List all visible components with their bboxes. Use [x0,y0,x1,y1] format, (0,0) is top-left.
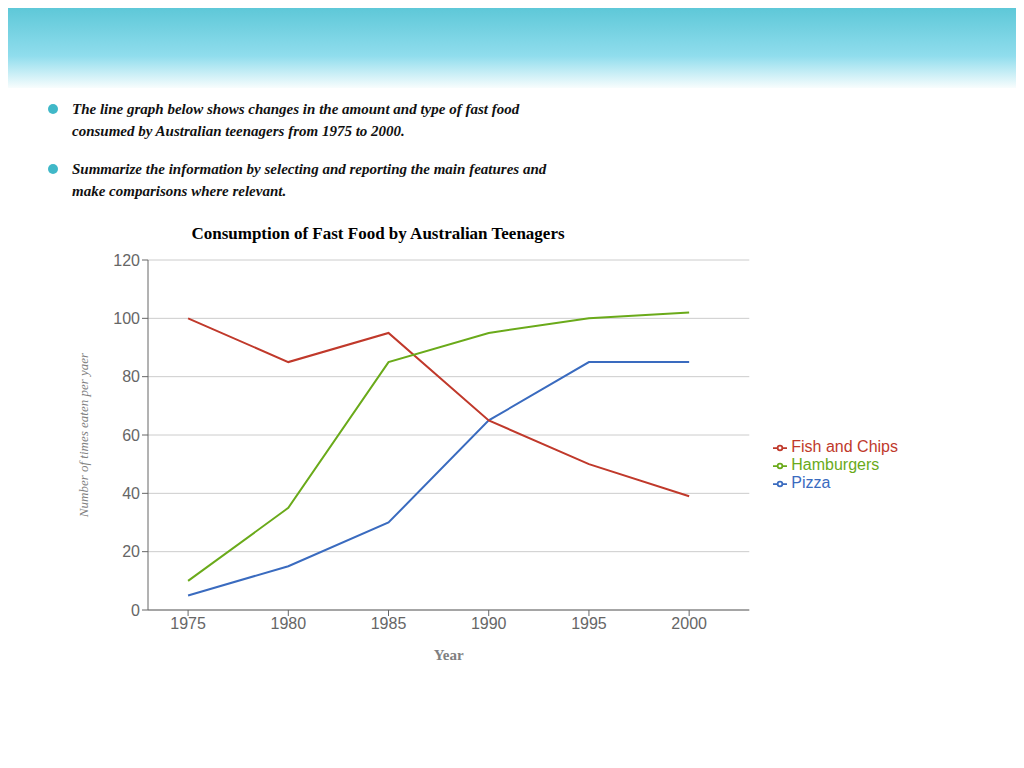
svg-text:1990: 1990 [471,615,507,632]
html-text:The line graph below shows cha: The line graph below shows changes in th… [72,101,520,139]
svg-text:80: 80 [122,368,140,385]
svg-text:Number of times eaten per yaer: Number of times eaten per yaer [76,352,91,518]
svg-text:40: 40 [122,485,140,502]
html-text:Summarize the information by s: Summarize the information by selecting a… [72,161,547,199]
html-text:Consumption of Fast Food by Au: Consumption of Fast Food by Australian T… [191,224,565,243]
html-text:Pizza: Pizza [791,474,831,491]
svg-text:60: 60 [122,427,140,444]
svg-text:1985: 1985 [371,615,407,632]
svg-text:1995: 1995 [571,615,607,632]
html-text:Fish and Chips: Fish and Chips [791,438,898,455]
svg-text:120: 120 [113,252,140,269]
svg-text:1975: 1975 [170,615,206,632]
svg-text:20: 20 [122,543,140,560]
html-text:Hamburgers: Hamburgers [791,456,880,473]
svg-text:100: 100 [113,310,140,327]
svg-text:2000: 2000 [671,615,707,632]
svg-text:Year: Year [434,647,464,663]
svg-text:1980: 1980 [271,615,307,632]
svg-text:0: 0 [131,602,140,619]
